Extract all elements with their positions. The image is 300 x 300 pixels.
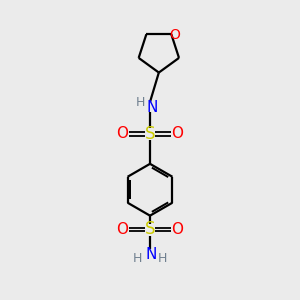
Text: H: H	[133, 252, 142, 265]
Text: N: N	[146, 247, 157, 262]
Text: O: O	[117, 126, 129, 141]
Text: S: S	[145, 125, 155, 143]
Text: O: O	[171, 222, 183, 237]
Text: H: H	[158, 252, 167, 265]
Text: O: O	[169, 28, 180, 42]
Text: H: H	[136, 96, 145, 110]
Text: O: O	[171, 126, 183, 141]
Text: O: O	[117, 222, 129, 237]
Text: N: N	[147, 100, 158, 115]
Text: S: S	[145, 220, 155, 238]
